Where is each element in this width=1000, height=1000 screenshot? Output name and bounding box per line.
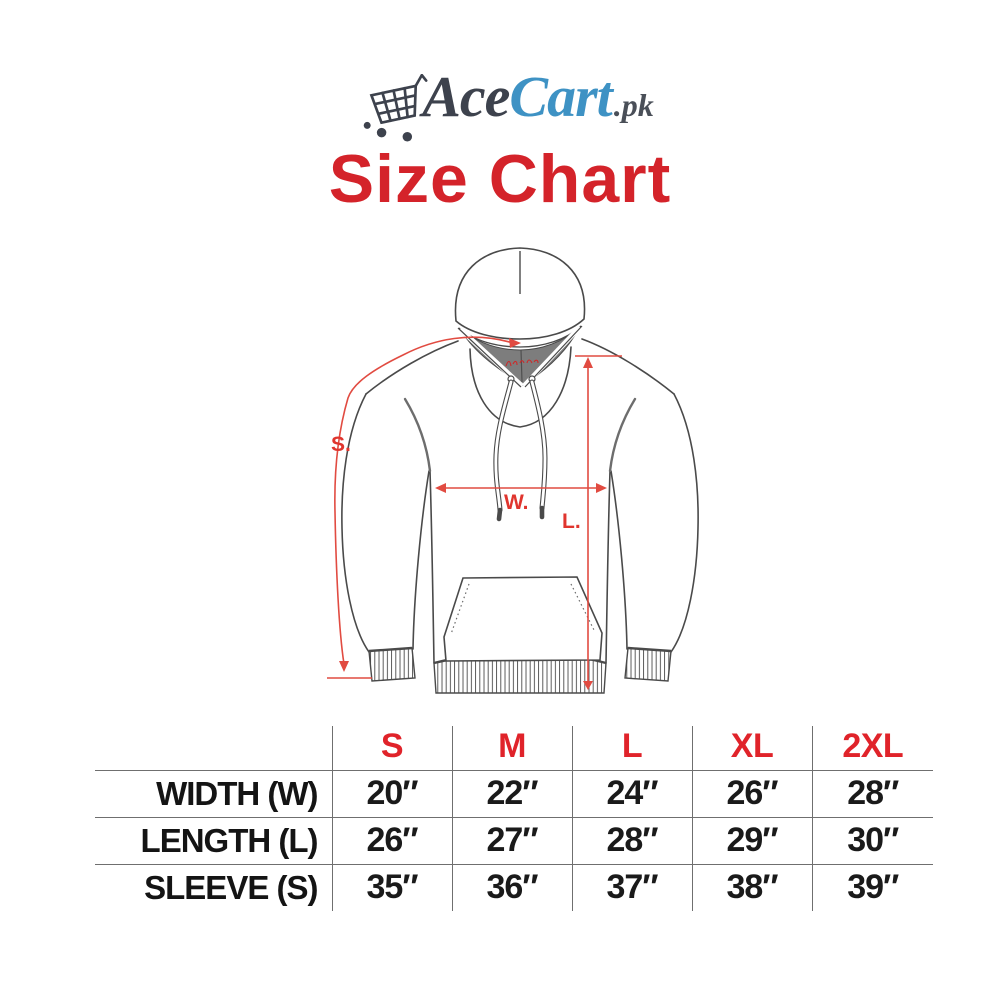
measurement-lines — [327, 336, 622, 684]
size-value-cell: 28″ — [811, 769, 933, 817]
size-value-cell: 38″ — [691, 863, 812, 911]
logo-text-ace: Ace — [422, 64, 510, 129]
size-col-header: M — [451, 726, 572, 770]
logo-text-pk: .pk — [613, 87, 654, 123]
size-table: S M L XL 2XL WIDTH (W) 20″ 22″ 24″ 26″ 2… — [95, 726, 933, 911]
size-col-header: L — [571, 726, 692, 770]
size-value-cell: 26″ — [691, 769, 812, 817]
width-row: WIDTH (W) 20″ 22″ 24″ 26″ 28″ — [95, 769, 933, 817]
size-col-header: 2XL — [811, 726, 933, 770]
length-measure-label: L. — [562, 510, 581, 533]
size-table-header-row: S M L XL 2XL — [95, 726, 933, 770]
size-col-header: S — [331, 726, 452, 770]
size-value-cell: 26″ — [331, 816, 452, 864]
hoodie-outline — [341, 338, 699, 664]
hoodie-pocket — [443, 576, 603, 662]
size-value-cell: 30″ — [811, 816, 933, 864]
size-value-cell: 35″ — [331, 863, 452, 911]
measurement-arrowheads — [339, 338, 607, 690]
sleeve-measure-label: S. — [331, 433, 351, 456]
size-value-cell: 24″ — [571, 769, 692, 817]
size-value-cell: 36″ — [451, 863, 572, 911]
hoodie-drawstrings — [493, 379, 548, 522]
size-value-cell: 22″ — [451, 769, 572, 817]
size-value-cell: 28″ — [571, 816, 692, 864]
row-label: SLEEVE (S) — [95, 863, 332, 911]
size-value-cell: 29″ — [691, 816, 812, 864]
row-label: LENGTH (L) — [95, 816, 332, 864]
hoodie-hood — [454, 247, 586, 388]
brand-logo: Ace Cart .pk — [0, 44, 1000, 142]
sleeve-row: SLEEVE (S) 35″ 36″ 37″ 38″ 39″ — [95, 863, 933, 911]
page-title: Size Chart — [328, 141, 672, 217]
shopping-cart-icon — [363, 74, 428, 142]
corner-cell — [95, 726, 332, 770]
size-col-header: XL — [691, 726, 812, 770]
length-row: LENGTH (L) 26″ 27″ 28″ 29″ 30″ — [95, 816, 933, 864]
size-value-cell: 37″ — [571, 863, 692, 911]
size-value-cell: 39″ — [811, 863, 933, 911]
logo-text-cart: Cart — [509, 64, 612, 129]
size-value-cell: 20″ — [331, 769, 452, 817]
collar-brand-mark — [505, 359, 539, 367]
row-label: WIDTH (W) — [95, 769, 332, 817]
width-measure-label: W. — [504, 491, 529, 514]
hoodie-diagram: S. W. L. — [327, 247, 699, 694]
size-value-cell: 27″ — [451, 816, 572, 864]
